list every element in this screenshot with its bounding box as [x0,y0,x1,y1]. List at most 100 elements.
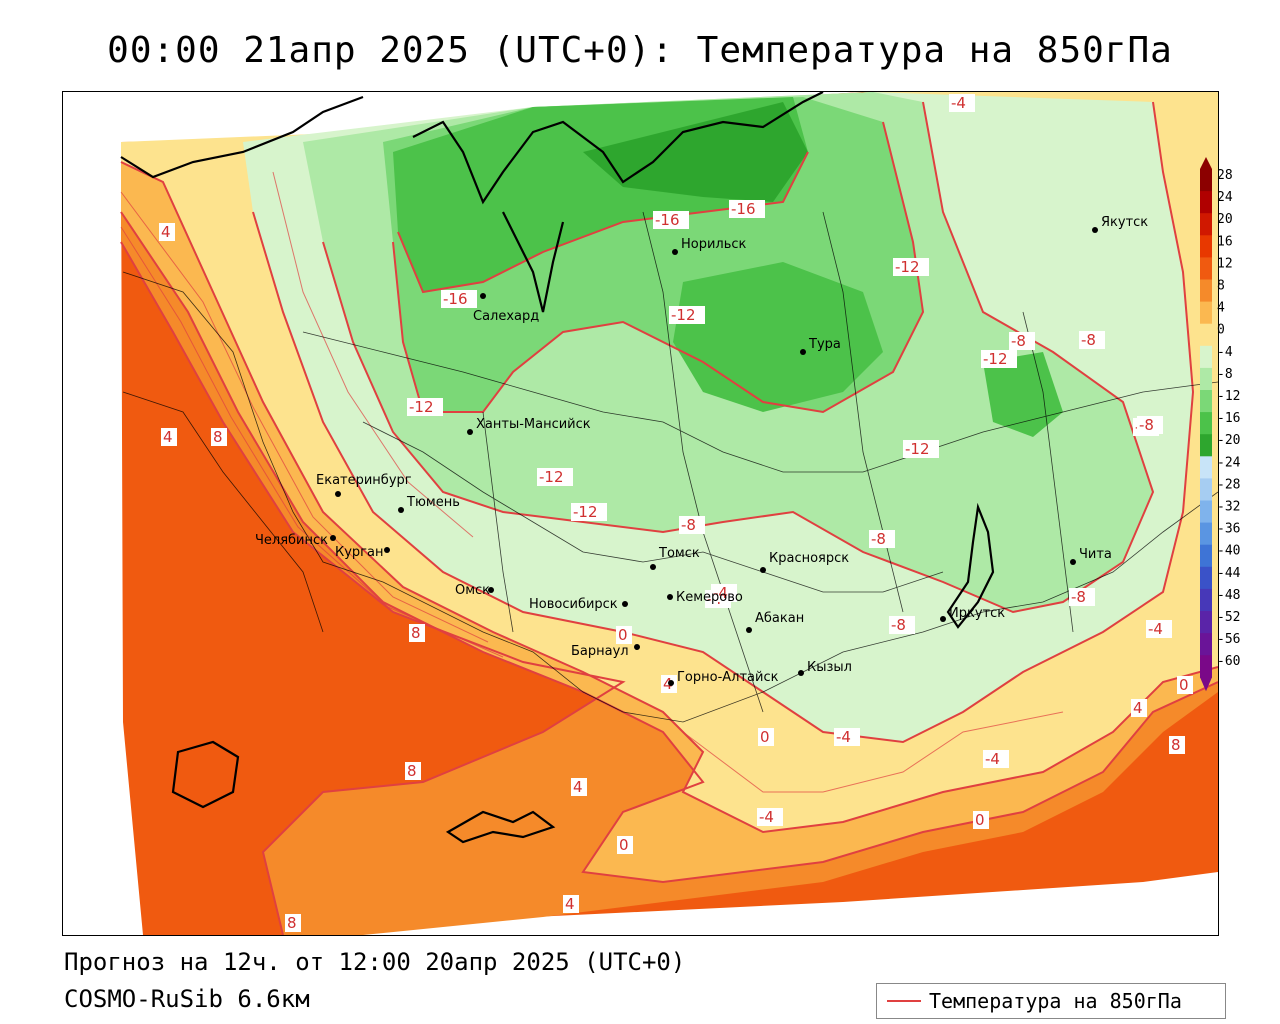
city-marker[interactable] [622,601,628,607]
isotherm-label: -12 [895,258,920,276]
city-label: Омск [455,583,490,598]
isotherm-label-bg [973,811,989,829]
city-marker[interactable] [467,429,473,435]
city-marker[interactable] [480,293,486,299]
isotherm-label: 8 [1171,736,1181,754]
isotherm-label-bg [949,94,975,112]
colorbar-bottom-arrow [1200,677,1212,692]
city-label: Томск [658,546,700,561]
colorbar-swatch [1200,500,1212,524]
city-label: Екатеринбург [316,473,412,488]
city-marker[interactable] [798,670,804,676]
isotherm-label-bg [893,258,929,276]
isotherm-label: -16 [655,211,680,229]
isotherm-label: -8 [1081,331,1096,349]
colorbar-label: -8 [1217,367,1233,382]
colorbar-swatch [1200,655,1212,678]
colorbar-swatch [1200,235,1212,258]
colorbar-swatch [1200,412,1212,435]
city-marker[interactable] [940,616,946,622]
colorbar-swatch [1200,633,1212,656]
city-label: Ханты-Мансийск [476,417,591,432]
isotherm-label-bg [1169,736,1185,754]
city-marker[interactable] [1092,227,1098,233]
isotherm-label: 4 [573,778,583,796]
city-marker[interactable] [1070,559,1076,565]
colorbar-label: -32 [1217,500,1240,515]
isotherm-label-bg [757,808,783,826]
isotherm-label: 0 [1179,676,1189,694]
colorbar-swatch [1200,478,1212,501]
isotherm-label-bg [441,290,477,308]
city-marker[interactable] [746,627,752,633]
colorbar-swatch [1200,566,1212,590]
temperature-colorbar: 28 24 20 16 12 8 4 0 -4 -8 -12 -16 -20 -24 -28 -32 -36 -4… [1200,157,1241,692]
city-label: Горно-Алтайск [677,670,779,685]
line-legend-label: Температура на 850гПа [929,989,1182,1013]
zone-minus16b [583,102,808,202]
colorbar-label: 16 [1217,234,1233,249]
isotherm-label-bg [758,728,774,746]
isotherm-label-bg [617,836,633,854]
colorbar-swatch [1200,191,1212,214]
city-label: Абакан [755,611,804,626]
zone-minus12c [983,352,1063,437]
isotherm-label-bg [1146,620,1172,638]
city-marker[interactable] [672,249,678,255]
isotherm-label-bg [1069,588,1095,606]
isotherm-label-bg [903,440,939,458]
city-label: Челябинск [255,533,328,548]
isotherm-label-bg [981,350,1017,368]
colorbar-label: 24 [1217,190,1233,205]
city-marker[interactable] [335,491,341,497]
colorbar-swatch [1200,390,1212,413]
colorbar-label: -44 [1217,566,1241,581]
isotherm-label: -12 [539,468,564,486]
isotherm-label-bg [161,428,177,446]
forecast-info: Прогноз на 12ч. от 12:00 20апр 2025 (UTC… [64,948,686,976]
isotherm-label: 4 [161,223,171,241]
city-label: Чита [1079,547,1112,562]
city-marker[interactable] [668,680,674,686]
isotherm-label: -16 [731,200,756,218]
colorbar-label: -4 [1217,345,1233,360]
isotherm-label: -4 [1148,620,1163,638]
city-marker[interactable] [667,594,673,600]
isotherm-label-bg [983,750,1009,768]
city-marker[interactable] [488,587,494,593]
city-marker[interactable] [398,507,404,513]
isotherm-label: -8 [1139,416,1154,434]
temperature-map[interactable]: -4-16-16-12-16-12-8-12-12-8-12-12-12-8-8… [62,91,1219,936]
city-label: Норильск [681,237,747,252]
city-label: Новосибирск [529,597,618,612]
city-label: Салехард [473,309,539,324]
city-label: Якутск [1101,215,1148,230]
isotherm-label-bg [407,398,443,416]
city-marker[interactable] [760,567,766,573]
isotherm-label-bg [834,728,860,746]
city-marker[interactable] [384,547,390,553]
colorbar-swatch [1200,345,1212,369]
colorbar-label: 28 [1217,168,1233,183]
colorbar-swatch [1200,522,1212,546]
isotherm-label: 8 [213,428,223,446]
city-marker[interactable] [800,349,806,355]
colorbar-label: 20 [1217,212,1233,227]
colorbar-swatch [1200,588,1212,612]
isotherm-label-bg [653,211,689,229]
city-marker[interactable] [634,644,640,650]
isotherm-label: 4 [565,895,575,913]
isotherm-label-bg [211,428,227,446]
colorbar-label: -36 [1217,522,1240,537]
city-marker[interactable] [330,535,336,541]
isotherm-label: -8 [1011,332,1026,350]
city-marker[interactable] [650,564,656,570]
isotherm-label-bg [409,624,425,642]
isotherm-label: 8 [287,914,297,932]
city-label: Иркутск [949,606,1005,621]
isotherm-label: -4 [951,94,966,112]
city-label: Тюмень [406,495,460,510]
colorbar-label: -12 [1217,389,1240,404]
isotherm-label-bg [711,584,737,602]
isotherm-label: 0 [619,836,629,854]
